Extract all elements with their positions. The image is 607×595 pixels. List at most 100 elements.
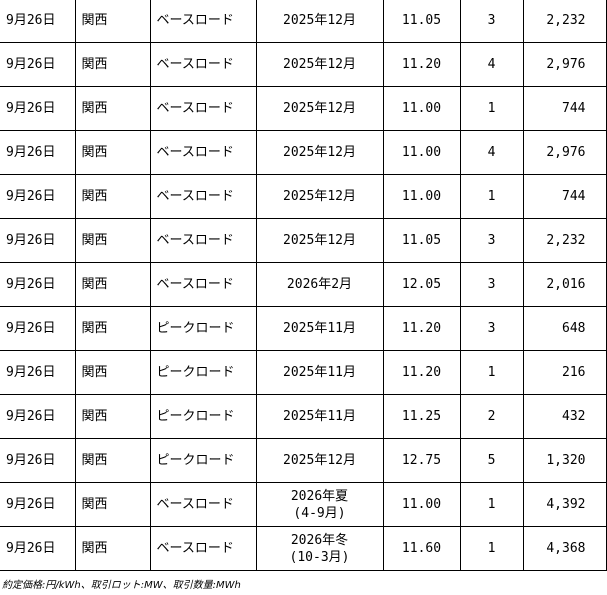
type-cell: ベースロード bbox=[149, 174, 257, 219]
price-cell: 11.20 bbox=[382, 306, 461, 351]
period-range: (4-9月) bbox=[293, 505, 346, 521]
lots-cell: 5 bbox=[459, 438, 524, 483]
date-cell: 9月26日 bbox=[0, 42, 76, 87]
type-cell: ピークロード bbox=[149, 306, 257, 351]
region-cell: 関西 bbox=[74, 42, 151, 87]
table-row: 9月26日 関西 ピークロード 2025年12月 12.75 5 1,320 bbox=[0, 438, 607, 483]
period-cell: 2025年11月 bbox=[255, 306, 384, 351]
quantity-cell: 2,232 bbox=[522, 0, 607, 43]
table-row: 9月26日 関西 ピークロード 2025年11月 11.20 1 216 bbox=[0, 350, 607, 395]
date-cell: 9月26日 bbox=[0, 0, 76, 43]
date-cell: 9月26日 bbox=[0, 394, 76, 439]
region-cell: 関西 bbox=[74, 218, 151, 263]
price-cell: 11.60 bbox=[382, 526, 461, 571]
quantity-cell: 648 bbox=[522, 306, 607, 351]
type-cell: ベースロード bbox=[149, 262, 257, 307]
period-text: 2025年12月 bbox=[283, 189, 356, 204]
lots-cell: 1 bbox=[459, 350, 524, 395]
type-cell: ベースロード bbox=[149, 42, 257, 87]
period-text: 2025年12月 bbox=[283, 233, 356, 248]
price-cell: 11.00 bbox=[382, 86, 461, 131]
lots-cell: 3 bbox=[459, 218, 524, 263]
price-cell: 11.00 bbox=[382, 130, 461, 175]
lots-cell: 1 bbox=[459, 482, 524, 527]
lots-cell: 3 bbox=[459, 0, 524, 43]
period-cell: 2026年夏 (4-9月) bbox=[255, 482, 384, 527]
quantity-cell: 216 bbox=[522, 350, 607, 395]
period-cell: 2025年11月 bbox=[255, 394, 384, 439]
period-cell: 2025年12月 bbox=[255, 42, 384, 87]
price-cell: 11.20 bbox=[382, 350, 461, 395]
price-cell: 11.05 bbox=[382, 218, 461, 263]
region-cell: 関西 bbox=[74, 86, 151, 131]
type-cell: ベースロード bbox=[149, 0, 257, 43]
table-row: 9月26日 関西 ベースロード 2026年冬 (10-3月) 11.60 1 4,368 bbox=[0, 526, 607, 571]
quantity-cell: 744 bbox=[522, 174, 607, 219]
date-cell: 9月26日 bbox=[0, 526, 76, 571]
price-cell: 11.25 bbox=[382, 394, 461, 439]
type-cell: ベースロード bbox=[149, 482, 257, 527]
period-text: 2025年12月 bbox=[283, 145, 356, 160]
lots-cell: 1 bbox=[459, 526, 524, 571]
lots-cell: 1 bbox=[459, 174, 524, 219]
period-text: 2025年12月 bbox=[283, 13, 356, 28]
quantity-cell: 2,016 bbox=[522, 262, 607, 307]
date-cell: 9月26日 bbox=[0, 482, 76, 527]
date-cell: 9月26日 bbox=[0, 262, 76, 307]
quantity-cell: 4,392 bbox=[522, 482, 607, 527]
price-cell: 12.05 bbox=[382, 262, 461, 307]
table-row: 9月26日 関西 ピークロード 2025年11月 11.20 3 648 bbox=[0, 306, 607, 351]
price-cell: 11.00 bbox=[382, 482, 461, 527]
quantity-cell: 744 bbox=[522, 86, 607, 131]
type-cell: ベースロード bbox=[149, 86, 257, 131]
period-text: 2026年冬 bbox=[290, 532, 349, 548]
table-row: 9月26日 関西 ベースロード 2025年12月 11.05 3 2,232 bbox=[0, 218, 607, 263]
date-cell: 9月26日 bbox=[0, 350, 76, 395]
date-cell: 9月26日 bbox=[0, 306, 76, 351]
quantity-cell: 2,976 bbox=[522, 42, 607, 87]
region-cell: 関西 bbox=[74, 130, 151, 175]
region-cell: 関西 bbox=[74, 438, 151, 483]
lots-cell: 3 bbox=[459, 306, 524, 351]
period-cell: 2025年12月 bbox=[255, 86, 384, 131]
date-cell: 9月26日 bbox=[0, 130, 76, 175]
table-row: 9月26日 関西 ベースロード 2026年夏 (4-9月) 11.00 1 4,392 bbox=[0, 482, 607, 527]
table-row: 9月26日 関西 ベースロード 2026年2月 12.05 3 2,016 bbox=[0, 262, 607, 307]
period-cell: 2025年11月 bbox=[255, 350, 384, 395]
period-cell: 2026年2月 bbox=[255, 262, 384, 307]
region-cell: 関西 bbox=[74, 174, 151, 219]
type-cell: ベースロード bbox=[149, 526, 257, 571]
period-cell: 2025年12月 bbox=[255, 174, 384, 219]
type-cell: ベースロード bbox=[149, 218, 257, 263]
region-cell: 関西 bbox=[74, 482, 151, 527]
type-cell: ピークロード bbox=[149, 438, 257, 483]
quantity-cell: 432 bbox=[522, 394, 607, 439]
region-cell: 関西 bbox=[74, 350, 151, 395]
quantity-cell: 4,368 bbox=[522, 526, 607, 571]
region-cell: 関西 bbox=[74, 394, 151, 439]
period-cell: 2026年冬 (10-3月) bbox=[255, 526, 384, 571]
period-text: 2025年12月 bbox=[283, 453, 356, 468]
table-row: 9月26日 関西 ベースロード 2025年12月 11.00 1 744 bbox=[0, 86, 607, 131]
period-text: 2026年夏 bbox=[290, 488, 349, 504]
period-cell: 2025年12月 bbox=[255, 130, 384, 175]
table-row: 9月26日 関西 ピークロード 2025年11月 11.25 2 432 bbox=[0, 394, 607, 439]
region-cell: 関西 bbox=[74, 306, 151, 351]
price-cell: 11.00 bbox=[382, 174, 461, 219]
period-text: 2025年11月 bbox=[283, 321, 356, 336]
date-cell: 9月26日 bbox=[0, 438, 76, 483]
price-cell: 12.75 bbox=[382, 438, 461, 483]
period-cell: 2025年12月 bbox=[255, 218, 384, 263]
lots-cell: 1 bbox=[459, 86, 524, 131]
date-cell: 9月26日 bbox=[0, 174, 76, 219]
quantity-cell: 2,976 bbox=[522, 130, 607, 175]
region-cell: 関西 bbox=[74, 526, 151, 571]
region-cell: 関西 bbox=[74, 262, 151, 307]
trade-table: 9月26日 関西 ベースロード 2025年12月 11.05 3 2,232 9月26日 関西ベ… bbox=[0, 0, 607, 571]
price-cell: 11.05 bbox=[382, 0, 461, 43]
quantity-cell: 2,232 bbox=[522, 218, 607, 263]
table-row: 9月26日 関西 ベースロード 2025年12月 11.05 3 2,232 bbox=[0, 0, 607, 43]
lots-cell: 4 bbox=[459, 42, 524, 87]
table-row: 9月26日 関西 ベースロード 2025年12月 11.00 1 744 bbox=[0, 174, 607, 219]
period-text: 2025年11月 bbox=[283, 409, 356, 424]
